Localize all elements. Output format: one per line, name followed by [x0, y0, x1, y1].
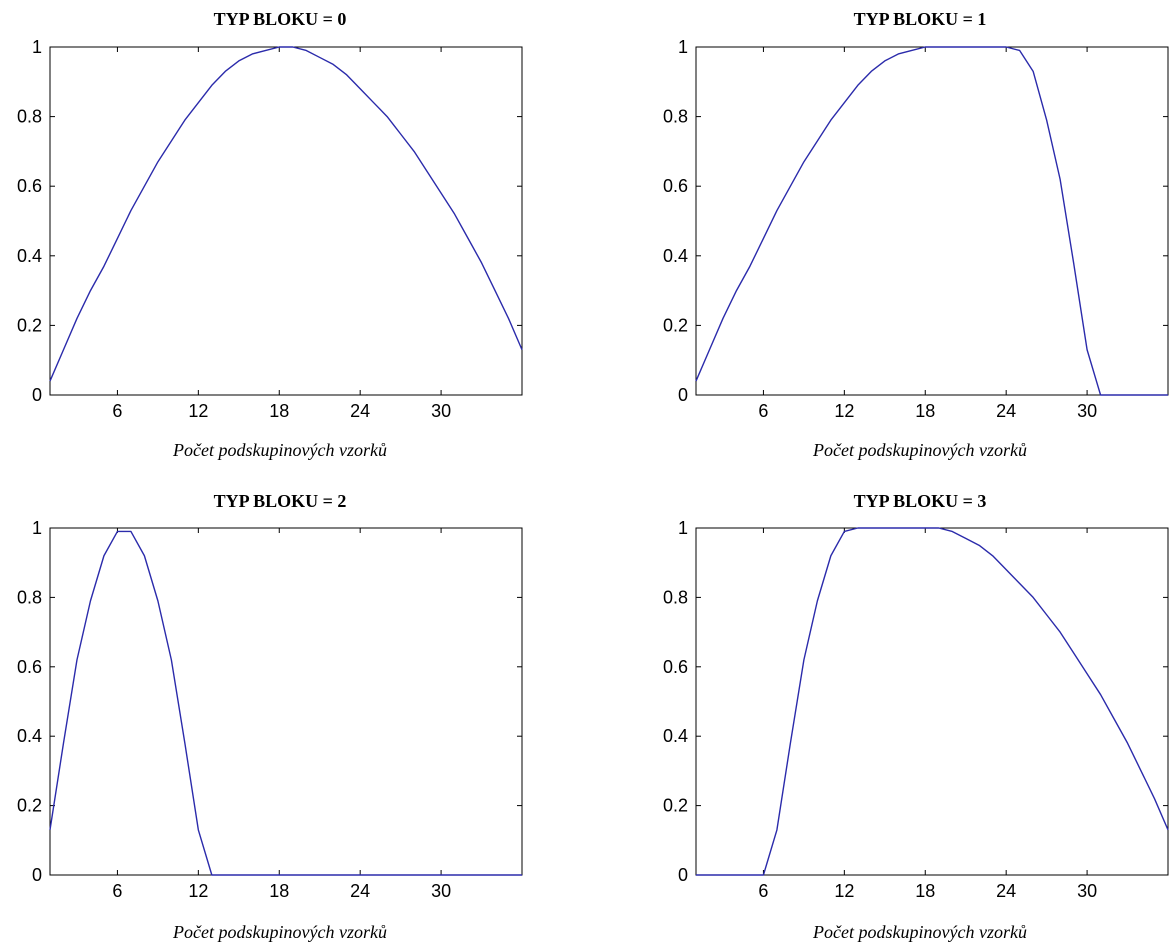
chart-panel: 6 12 18 24 30 0 0.2 0.4 0.6 0.8 1 [17, 518, 523, 901]
chart-title: TYP BLOKU = 1 [854, 9, 987, 29]
plot-frame [695, 527, 1169, 876]
chart-title: TYP BLOKU = 2 [214, 491, 347, 511]
x-tick-label: 12 [834, 401, 854, 421]
y-tick-label: 0.4 [17, 726, 42, 746]
y-tick-label: 0.2 [663, 796, 688, 816]
x-tick-label: 24 [350, 881, 370, 901]
series-line [695, 46, 1168, 396]
chart-title: TYP BLOKU = 0 [214, 9, 347, 29]
y-tick-label: 0.6 [663, 657, 688, 677]
plot-frame [49, 527, 523, 876]
series-line [696, 527, 1169, 876]
chart-panel: 6 12 18 24 30 0 0.2 0.4 0.6 0.8 1 [663, 518, 1169, 901]
x-tick-label: 6 [112, 401, 122, 421]
y-tick-label: 1 [32, 37, 42, 57]
x-tick-label: 24 [350, 401, 370, 421]
x-axis-label: Počet podskupinových vzorků [172, 922, 387, 942]
y-tick-label: 0.2 [17, 796, 42, 816]
x-tick-label: 30 [1077, 881, 1097, 901]
y-tick-label: 1 [678, 518, 688, 538]
x-tick-label: 30 [1077, 401, 1097, 421]
plot-frame [49, 46, 523, 396]
x-tick-label: 24 [996, 881, 1016, 901]
x-axis-label: Počet podskupinových vzorků [172, 440, 387, 460]
x-axis-label: Počet podskupinových vzorků [812, 922, 1027, 942]
x-tick-label: 18 [269, 881, 289, 901]
x-tick-label: 18 [915, 881, 935, 901]
x-tick-label: 24 [996, 401, 1016, 421]
x-tick-label: 12 [188, 401, 208, 421]
y-tick-label: 0.2 [17, 315, 42, 335]
y-tick-label: 0 [678, 865, 688, 885]
y-tick-label: 0.6 [663, 176, 688, 196]
y-tick-label: 0 [32, 865, 42, 885]
y-tick-label: 0 [32, 385, 42, 405]
y-tick-label: 0.4 [663, 726, 688, 746]
x-tick-label: 6 [112, 881, 122, 901]
y-tick-label: 0.2 [663, 315, 688, 335]
series-line [49, 530, 522, 876]
y-tick-label: 0.4 [17, 246, 42, 266]
plot-frame [695, 46, 1169, 396]
y-tick-label: 1 [678, 37, 688, 57]
y-tick-label: 0.4 [663, 246, 688, 266]
y-tick-label: 1 [32, 518, 42, 538]
x-tick-label: 30 [431, 401, 451, 421]
y-tick-label: 0.8 [17, 107, 42, 127]
y-tick-label: 0.8 [663, 587, 688, 607]
x-axis-label: Počet podskupinových vzorků [812, 440, 1027, 460]
x-tick-label: 12 [834, 881, 854, 901]
x-tick-label: 18 [915, 401, 935, 421]
x-tick-label: 6 [758, 881, 768, 901]
series-line [49, 46, 523, 382]
chart-panel: 6 12 18 24 30 0 0.2 0.4 0.6 0.8 1 [663, 37, 1169, 421]
y-tick-label: 0.6 [17, 657, 42, 677]
y-tick-label: 0.8 [17, 587, 42, 607]
x-tick-label: 6 [758, 401, 768, 421]
x-tick-label: 18 [269, 401, 289, 421]
y-tick-label: 0 [678, 385, 688, 405]
y-tick-label: 0.8 [663, 107, 688, 127]
x-tick-label: 12 [188, 881, 208, 901]
x-tick-label: 30 [431, 881, 451, 901]
chart-panel: 6 12 18 24 30 0 0.2 0.4 0.6 0.8 1 [17, 37, 523, 421]
y-tick-label: 0.6 [17, 176, 42, 196]
chart-title: TYP BLOKU = 3 [854, 491, 987, 511]
